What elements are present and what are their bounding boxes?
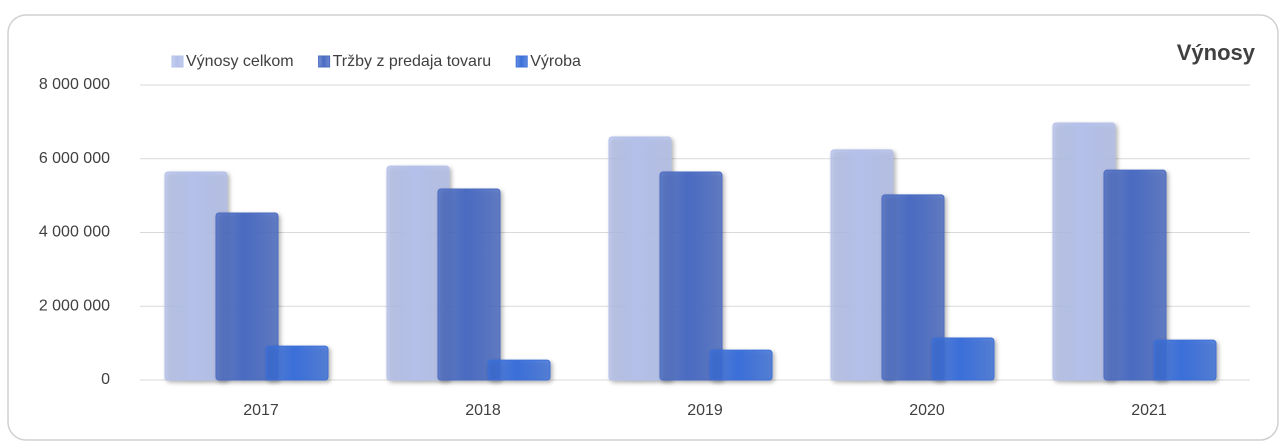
bar — [487, 359, 551, 381]
chart-title: Výnosy — [1177, 40, 1256, 65]
bar — [265, 345, 329, 381]
x-tick-label: 2017 — [243, 402, 279, 419]
y-tick-label: 8 000 000 — [39, 76, 110, 93]
bar — [659, 171, 723, 381]
bar — [437, 188, 501, 381]
legend-label: Výroba — [530, 53, 581, 70]
bar — [1153, 339, 1217, 381]
bar — [1103, 169, 1167, 381]
y-tick-label: 6 000 000 — [39, 150, 110, 167]
legend-label: Výnosy celkom — [186, 53, 294, 70]
bar — [709, 349, 773, 381]
legend-swatch — [515, 55, 528, 68]
y-tick-label: 4 000 000 — [39, 224, 110, 241]
y-tick-label: 0 — [101, 371, 110, 388]
x-tick-label: 2021 — [1131, 402, 1167, 419]
bar — [931, 337, 995, 381]
x-tick-label: 2018 — [465, 402, 501, 419]
legend-label: Tržby z predaja tovaru — [333, 53, 492, 70]
legend-swatch — [318, 55, 331, 68]
bar — [215, 212, 279, 381]
bar — [881, 194, 945, 381]
legend-swatch — [171, 55, 184, 68]
y-tick-label: 2 000 000 — [39, 297, 110, 314]
x-tick-label: 2019 — [687, 402, 723, 419]
x-tick-label: 2020 — [909, 402, 945, 419]
